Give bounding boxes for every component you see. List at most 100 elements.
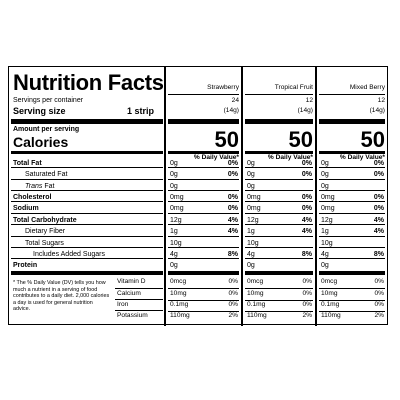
- amount-trans: 0g: [321, 183, 329, 190]
- dv-chol: 0%: [373, 194, 384, 201]
- thick-rule-bottom: [319, 271, 385, 275]
- row-separator: [115, 299, 163, 300]
- amount-fat: 0g: [247, 160, 255, 167]
- vitamin-dv: 0%: [302, 301, 312, 308]
- vitamin-label-1: Calcium: [117, 290, 141, 297]
- servings-label: Servings per container: [13, 97, 84, 104]
- amount-sugars: 10g: [170, 240, 182, 247]
- label-total-fat: Total Fat: [13, 160, 42, 167]
- vitamin-dv: 2%: [374, 312, 384, 319]
- amount-added: 4g: [321, 251, 329, 258]
- vitamin-amount: 0.1mg: [247, 301, 266, 308]
- row-separator: [319, 167, 385, 168]
- row-separator: [319, 224, 385, 225]
- thick-rule: [11, 119, 163, 124]
- dv-fat: 0%: [373, 160, 384, 167]
- label-total-sugars: Total Sugars: [25, 240, 64, 247]
- dv-fat: 0%: [301, 160, 312, 167]
- vitamin-amount: 10mg: [321, 290, 338, 297]
- amount-per-serving: Amount per serving: [13, 126, 80, 133]
- nutrition-facts-panel: Nutrition Facts Servings per container S…: [8, 66, 388, 326]
- vitamin-dv: 0%: [228, 278, 238, 285]
- dv-sodium: 0%: [373, 205, 384, 212]
- amount-fiber: 1g: [170, 228, 178, 235]
- amount-fat: 0g: [321, 160, 329, 167]
- dv-added: 8%: [301, 251, 312, 258]
- dv-header: % Daily Value*: [339, 154, 385, 161]
- row-separator: [319, 247, 385, 248]
- dv-carb: 4%: [373, 217, 384, 224]
- vitamin-amount: 0mcg: [170, 278, 187, 285]
- label-sodium: Sodium: [13, 205, 39, 212]
- vitamin-dv: 0%: [228, 301, 238, 308]
- amount-sodium: 0mg: [170, 205, 184, 212]
- row-separator: [115, 310, 163, 311]
- row-separator: [168, 190, 239, 191]
- vitamin-dv: 0%: [228, 290, 238, 297]
- row-separator: [168, 288, 239, 289]
- vitamin-dv: 0%: [302, 278, 312, 285]
- vitamin-dv: 0%: [302, 290, 312, 297]
- amount-trans: 0g: [247, 183, 255, 190]
- medium-rule: [168, 151, 239, 154]
- vitamin-amount: 110mg: [321, 312, 341, 319]
- amount-added: 4g: [170, 251, 178, 258]
- flavor-rule: [319, 94, 385, 95]
- amount-fat: 0g: [170, 160, 178, 167]
- dv-carb: 4%: [301, 217, 312, 224]
- thick-rule-bottom: [168, 271, 239, 275]
- row-separator: [11, 201, 163, 202]
- thick-rule: [319, 119, 385, 124]
- row-separator: [245, 300, 313, 301]
- thick-rule-bottom: [11, 271, 163, 275]
- amount-fiber: 1g: [247, 228, 255, 235]
- label-total-carb: Total Carbohydrate: [13, 217, 77, 224]
- medium-rule: [319, 151, 385, 154]
- dv-sodium: 0%: [301, 205, 312, 212]
- dv-header: % Daily Value*: [267, 154, 313, 161]
- calories-value: 50: [214, 127, 239, 152]
- row-separator: [11, 179, 163, 180]
- amount-carb: 12g: [247, 217, 259, 224]
- dv-chol: 0%: [301, 194, 312, 201]
- dv-added: 8%: [227, 251, 238, 258]
- label-protein: Protein: [13, 262, 38, 269]
- column-divider: [315, 67, 317, 326]
- row-separator: [319, 311, 385, 312]
- flavor-name: Mixed Berry: [349, 84, 385, 91]
- vitamin-amount: 0mcg: [321, 278, 338, 285]
- panel-title: Nutrition Facts: [13, 70, 164, 95]
- row-separator: [168, 224, 239, 225]
- thick-rule: [245, 119, 313, 124]
- row-separator: [168, 300, 239, 301]
- row-separator: [245, 201, 313, 202]
- dv-chol: 0%: [227, 194, 238, 201]
- vitamin-label-3: Potassium: [117, 312, 148, 319]
- row-separator: [168, 201, 239, 202]
- dv-carb: 4%: [227, 217, 238, 224]
- flavor-rule: [245, 94, 313, 95]
- row-separator: [11, 236, 163, 237]
- serving-grams: (14g): [369, 107, 385, 114]
- thick-rule-bottom: [245, 271, 313, 275]
- amount-chol: 0mg: [247, 194, 261, 201]
- row-separator: [245, 179, 313, 180]
- vitamin-amount: 110mg: [170, 312, 190, 319]
- amount-sodium: 0mg: [321, 205, 335, 212]
- amount-satfat: 0g: [170, 171, 178, 178]
- medium-rule: [245, 151, 313, 154]
- serving-size-value: 1 strip: [127, 106, 155, 116]
- dv-satfat: 0%: [301, 171, 312, 178]
- vitamin-amount: 0.1mg: [321, 301, 340, 308]
- row-separator: [11, 258, 163, 259]
- vitamin-dv: 0%: [374, 278, 384, 285]
- dv-added: 8%: [373, 251, 384, 258]
- amount-sugars: 10g: [321, 240, 333, 247]
- footnote: * The % Daily Value (DV) tells you how m…: [13, 280, 110, 313]
- row-separator: [168, 167, 239, 168]
- vitamin-amount: 0.1mg: [170, 301, 189, 308]
- dv-satfat: 0%: [373, 171, 384, 178]
- row-separator: [319, 213, 385, 214]
- amount-satfat: 0g: [321, 171, 329, 178]
- label-trans-fat: Trans Fat: [25, 183, 55, 190]
